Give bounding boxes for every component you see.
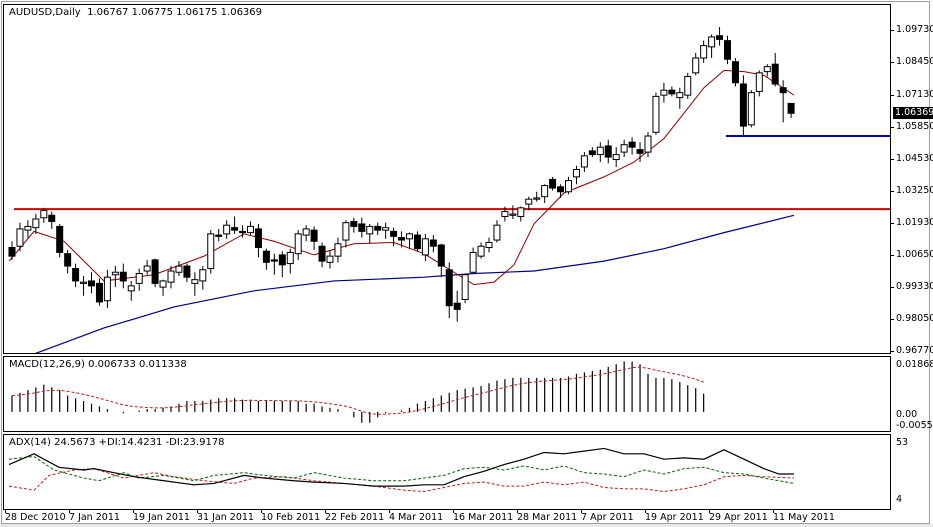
x-axis-label: 29 Apr 2011 (709, 512, 768, 523)
y-tick (891, 159, 894, 160)
macd-label: MACD(12,26,9) 0.006733 0.011338 (9, 359, 187, 370)
x-axis-label: 19 Jan 2011 (133, 512, 190, 523)
x-axis-label: 19 Apr 2011 (645, 512, 704, 523)
adx-lines (8, 447, 795, 493)
x-tick (197, 510, 198, 513)
y-tick (891, 319, 894, 320)
status-strip (0, 524, 933, 527)
y-tick (891, 30, 894, 31)
x-tick (261, 510, 262, 513)
x-axis-label: 7 Apr 2011 (581, 512, 634, 523)
x-tick (389, 510, 390, 513)
y-axis-label: 0.98050 (896, 313, 933, 324)
y-tick (891, 287, 894, 288)
price-panel[interactable]: AUDUSD,Daily 1.06767 1.06775 1.06175 1.0… (3, 4, 891, 354)
macd-axis-label: -0.00556 (896, 420, 933, 431)
x-tick (709, 510, 710, 513)
x-axis-label: 22 Feb 2011 (325, 512, 385, 523)
adx-panel[interactable]: ADX(14) 24.5673 +DI:14.4231 -DI:23.9178 (3, 434, 891, 510)
y-axis-label: 0.96770 (896, 345, 933, 356)
x-axis-label: 7 Jan 2011 (69, 512, 120, 523)
x-tick (581, 510, 582, 513)
x-axis-label: 10 Feb 2011 (261, 512, 321, 523)
y-tick (891, 127, 894, 128)
adx-axis-label: 4 (896, 494, 903, 505)
x-tick (453, 510, 454, 513)
x-tick (5, 510, 6, 513)
y-axis-label: 1.08450 (896, 56, 933, 67)
x-tick (69, 510, 70, 513)
x-axis-label: 11 May 2011 (773, 512, 835, 523)
y-axis-label: 1.07130 (896, 89, 933, 100)
y-axis-label: 1.05850 (896, 121, 933, 132)
adx-axis-label: 53 (896, 437, 909, 448)
x-axis-label: 28 Mar 2011 (517, 512, 578, 523)
current-price-tag: 1.06369 (893, 107, 933, 119)
y-tick (891, 223, 894, 224)
x-axis-label: 4 Mar 2011 (389, 512, 444, 523)
macd-panel[interactable]: MACD(12,26,9) 0.006733 0.011338 (3, 356, 891, 432)
y-axis-label: 1.00650 (896, 249, 933, 260)
y-axis-label: 0.99330 (896, 281, 933, 292)
x-axis-label: 16 Mar 2011 (453, 512, 514, 523)
y-tick (891, 191, 894, 192)
adx-label: ADX(14) 24.5673 +DI:14.4231 -DI:23.9178 (9, 437, 225, 448)
macd-axis-label: 0.00 (896, 409, 918, 420)
x-tick (645, 510, 646, 513)
y-tick (891, 62, 894, 63)
candlestick-chart (8, 27, 890, 353)
y-axis-label: 1.04530 (896, 153, 933, 164)
x-tick (133, 510, 134, 513)
macd-histogram (11, 361, 705, 423)
x-axis-label: 28 Dec 2010 (5, 512, 66, 523)
y-axis-label: 1.03250 (896, 185, 933, 196)
macd-axis-label: 0.018682 (896, 359, 933, 370)
y-axis-label: 1.01930 (896, 217, 933, 228)
x-tick (325, 510, 326, 513)
y-tick (891, 255, 894, 256)
chart-title: AUDUSD,Daily 1.06767 1.06775 1.06175 1.0… (9, 7, 263, 18)
x-tick (773, 510, 774, 513)
x-axis-label: 31 Jan 2011 (197, 512, 254, 523)
y-axis-label: 1.09730 (896, 24, 933, 35)
x-tick (517, 510, 518, 513)
y-tick (891, 95, 894, 96)
y-tick (891, 351, 894, 352)
